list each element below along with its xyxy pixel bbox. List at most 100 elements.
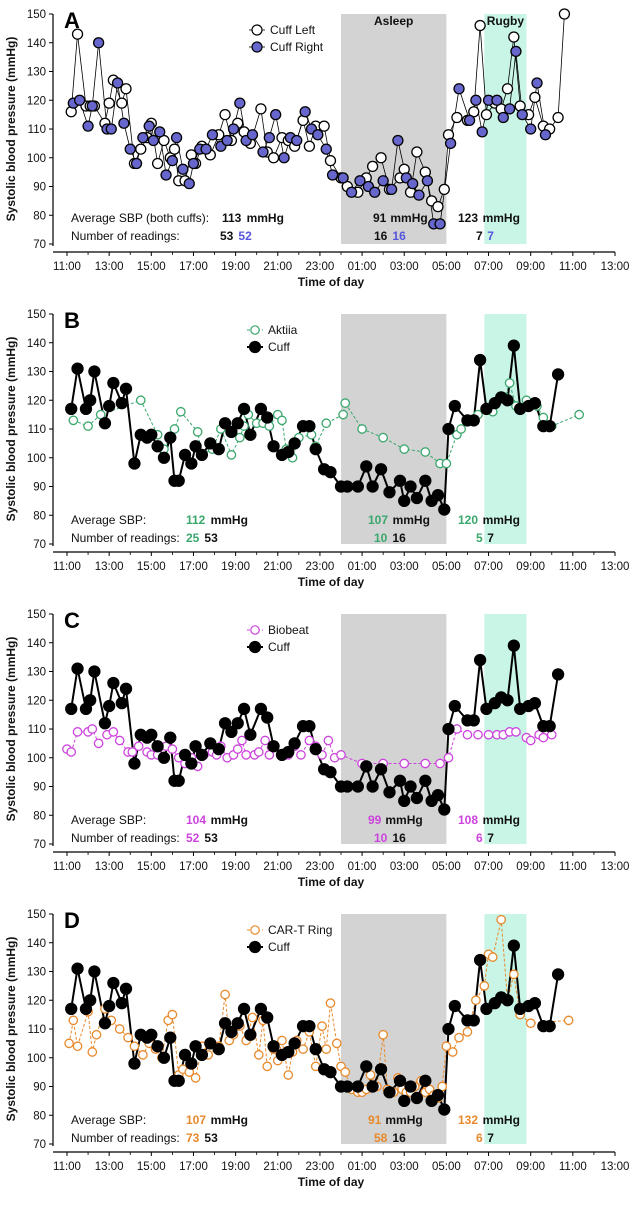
data-point-cuff bbox=[404, 480, 417, 493]
data-point-biobeat bbox=[167, 744, 178, 754]
y-tick-label: 100 bbox=[27, 1053, 46, 1065]
x-tick-label: 01:00 bbox=[348, 1161, 377, 1173]
x-tick-label: 13:00 bbox=[95, 861, 124, 873]
data-point-cuff bbox=[231, 417, 244, 430]
data-point-car-t-ring bbox=[72, 1041, 83, 1052]
stat-value: 132 bbox=[458, 1113, 478, 1127]
data-point-cuff bbox=[393, 774, 407, 787]
stat-value: 10 bbox=[374, 531, 388, 545]
data-point-cuff bbox=[88, 965, 101, 978]
x-tick-label: 03:00 bbox=[390, 1161, 419, 1173]
data-point-car-t-ring bbox=[441, 1041, 452, 1052]
stat-value: 16 bbox=[392, 531, 406, 545]
data-point-biobeat bbox=[93, 738, 104, 749]
data-point-aktiia bbox=[83, 421, 93, 431]
data-point-cuff-right bbox=[170, 131, 183, 144]
x-tick-label: 17:00 bbox=[179, 561, 208, 573]
data-point-cuff-left bbox=[116, 97, 128, 109]
x-tick-label: 19:00 bbox=[221, 261, 250, 273]
panel-c: 70 80 90 100 110 120 130 140 150 11:00 13:00 15:00 1… bbox=[4, 608, 629, 889]
x-tick-label: 07:00 bbox=[474, 861, 503, 873]
x-tick-label: 23:00 bbox=[306, 1161, 335, 1173]
data-point-car-t-ring bbox=[525, 1018, 536, 1029]
data-point-cuff-left bbox=[480, 108, 493, 121]
data-point-cuff bbox=[360, 1060, 373, 1073]
data-point-cuff-right bbox=[369, 186, 381, 198]
asleep-band bbox=[341, 14, 447, 244]
x-tick-label: 23:00 bbox=[306, 561, 335, 573]
data-point-cuff bbox=[195, 748, 209, 762]
data-point-car-t-ring bbox=[317, 1021, 327, 1031]
y-tick-label: 90 bbox=[33, 482, 46, 494]
data-point-biobeat bbox=[323, 735, 334, 746]
x-tick-label: 21:00 bbox=[263, 261, 292, 273]
y-tick-label: 150 bbox=[27, 309, 46, 321]
data-point-cuff bbox=[128, 757, 141, 770]
data-point-cuff bbox=[374, 1063, 388, 1076]
data-point-cuff bbox=[324, 465, 337, 479]
data-point-aktiia bbox=[226, 450, 237, 460]
data-point-cuff-right bbox=[270, 108, 282, 121]
data-point-cuff bbox=[419, 474, 432, 487]
data-point-cuff bbox=[543, 419, 556, 433]
stat-unit: mmHg bbox=[211, 1113, 248, 1127]
data-point-car-t-ring bbox=[277, 1035, 287, 1046]
data-point-cuff bbox=[398, 1094, 411, 1108]
data-point-cuff-right bbox=[510, 45, 522, 58]
data-point-cuff bbox=[480, 1002, 493, 1016]
stat-value: 91 bbox=[368, 1113, 382, 1127]
data-point-cuff bbox=[157, 751, 171, 764]
data-point-cuff bbox=[98, 717, 112, 730]
stat-unit: mmHg bbox=[483, 1113, 520, 1127]
data-point-cuff bbox=[501, 694, 514, 707]
stat-unit: mmHg bbox=[385, 813, 422, 827]
stat-value: 16 bbox=[392, 229, 406, 243]
data-point-cuff-right bbox=[491, 94, 503, 106]
data-point-aktiia bbox=[192, 427, 203, 437]
stat-value: 16 bbox=[392, 831, 406, 845]
y-tick-label: 80 bbox=[33, 810, 46, 822]
data-point-cuff-left bbox=[366, 160, 379, 173]
data-point-cuff-right bbox=[444, 137, 457, 150]
data-point-cuff bbox=[231, 1017, 244, 1030]
data-point-cuff bbox=[107, 976, 120, 990]
data-point-cuff bbox=[410, 491, 424, 505]
stat-unit: mmHg bbox=[211, 513, 248, 527]
data-point-cuff bbox=[261, 1011, 274, 1024]
y-tick-label: 130 bbox=[27, 67, 46, 79]
data-point-cuff bbox=[419, 1074, 432, 1087]
data-point-cuff bbox=[185, 1057, 198, 1070]
average-label: Average SBP: bbox=[71, 813, 146, 827]
x-tick-label: 09:00 bbox=[516, 1161, 545, 1173]
data-point-cuff-right bbox=[463, 114, 476, 127]
data-point-biobeat bbox=[473, 729, 483, 740]
data-point-cuff bbox=[366, 480, 379, 493]
data-point-cuff-left bbox=[103, 97, 115, 109]
data-point-cuff-right bbox=[234, 97, 246, 109]
data-point-cuff bbox=[480, 402, 493, 416]
data-point-biobeat bbox=[483, 729, 494, 740]
data-point-biobeat bbox=[336, 750, 346, 760]
data-point-cuff-right bbox=[516, 108, 528, 121]
y-tick-label: 140 bbox=[27, 638, 46, 650]
x-tick-label: 13:00 bbox=[95, 261, 124, 273]
data-point-biobeat bbox=[87, 724, 98, 734]
data-point-aktiia bbox=[340, 398, 351, 408]
data-point-cuff-right bbox=[118, 117, 130, 129]
data-point-cuff-left bbox=[168, 143, 181, 155]
data-point-car-t-ring bbox=[138, 1050, 148, 1060]
data-point-cuff-right bbox=[105, 123, 117, 135]
x-axis-title: Time of day bbox=[298, 575, 365, 589]
data-point-aktiia bbox=[357, 424, 367, 434]
y-tick-label: 130 bbox=[27, 367, 46, 379]
data-point-aktiia bbox=[135, 395, 146, 406]
data-point-cuff-right bbox=[453, 83, 465, 95]
asleep-band bbox=[341, 314, 447, 544]
x-tick-label: 15:00 bbox=[137, 561, 166, 573]
data-point-cuff-right bbox=[160, 169, 172, 181]
data-point-car-t-ring bbox=[129, 1041, 140, 1052]
data-point-cuff bbox=[341, 780, 354, 793]
data-point-cuff-left bbox=[135, 143, 147, 155]
data-point-cuff-left bbox=[411, 146, 423, 158]
data-point-cuff-left bbox=[558, 8, 571, 20]
